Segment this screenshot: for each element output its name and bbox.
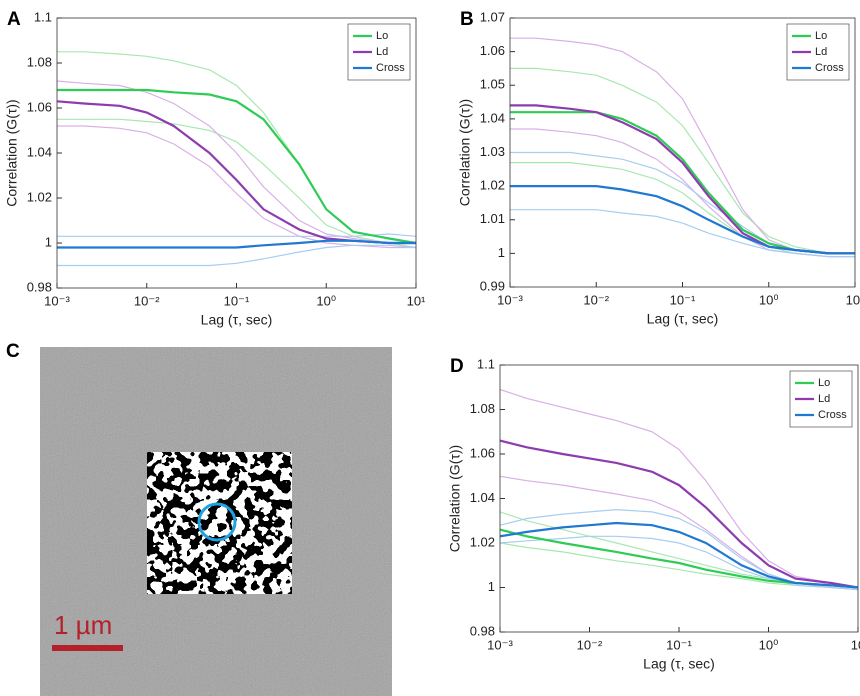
x-axis-label: Lag (τ, sec) (647, 311, 719, 327)
axes-frame (56, 17, 417, 289)
y-tick-label: 1.01 (480, 211, 505, 226)
y-tick-label: 0.99 (480, 278, 505, 293)
y-tick-label: 1.03 (480, 144, 505, 159)
y-tick-label: 0.98 (470, 623, 495, 638)
legend-label: Lo (818, 377, 830, 389)
x-tick-label: 10⁻² (583, 292, 609, 307)
series-line (510, 67, 855, 254)
series-line (57, 80, 416, 244)
legend-label: Ld (376, 46, 388, 58)
y-tick-label: 1.06 (27, 99, 52, 114)
x-tick-label: 10¹ (407, 293, 426, 308)
x-tick-label: 10⁰ (759, 637, 779, 652)
legend-label: Lo (815, 30, 827, 42)
x-tick-label: 10⁰ (759, 292, 779, 307)
x-tick-label: 10⁻¹ (224, 293, 250, 308)
series-line (500, 439, 858, 589)
y-axis-label: Correlation (G(τ)) (457, 99, 473, 206)
domain-pattern (147, 452, 292, 594)
series-line (57, 88, 416, 245)
x-tick-label: 10⁻¹ (666, 637, 692, 652)
legend: Lo Ld Cross (347, 23, 411, 81)
x-tick-label: 10⁻¹ (670, 292, 696, 307)
y-tick-label: 1.1 (477, 356, 495, 371)
y-tick-label: 1.04 (480, 110, 505, 125)
series-line (500, 521, 858, 589)
x-tick-label: 10⁻³ (44, 293, 70, 308)
y-tick-label: 1.08 (27, 54, 52, 69)
y-tick-label: 0.98 (27, 279, 52, 294)
x-axis-label: Lag (τ, sec) (643, 656, 715, 672)
legend-label: Cross (815, 62, 844, 74)
legend: Lo Ld Cross (789, 370, 853, 428)
panel-label: B (460, 9, 474, 30)
series-line (57, 239, 416, 249)
y-tick-label: 1 (498, 245, 505, 260)
series-line (57, 244, 416, 267)
y-tick-label: 1.06 (480, 43, 505, 58)
panel-label: A (7, 9, 21, 30)
legend-label: Lo (376, 30, 388, 42)
y-tick-label: 1.05 (480, 77, 505, 92)
y-tick-label: 1.06 (470, 445, 495, 460)
chart: 0.99 1 1.01 1.02 1.03 1.04 1.05 1.06 1.07 10⁻³ 10⁻… (457, 9, 860, 327)
x-tick-label: 10¹ (846, 292, 860, 307)
legend-label: Cross (818, 409, 847, 421)
chart: 0.98 1 1.02 1.04 1.06 1.08 1.1 10⁻³ 10⁻² 10⁻¹ 10⁰ 1… (4, 9, 426, 328)
y-axis-label: Correlation (G(τ)) (447, 445, 463, 552)
x-tick-label: 10⁻² (577, 637, 603, 652)
y-tick-label: 1.04 (470, 490, 495, 505)
series-line (510, 185, 855, 255)
series-line (510, 209, 855, 258)
y-tick-label: 1.04 (27, 144, 52, 159)
y-tick-label: 1.08 (470, 401, 495, 416)
x-axis-label: Lag (τ, sec) (201, 312, 273, 328)
y-axis-label: Correlation (G(τ)) (4, 99, 20, 206)
series-line (500, 535, 858, 591)
axes-frame (499, 364, 859, 633)
x-tick-label: 10⁰ (316, 293, 336, 308)
legend-label: Cross (376, 62, 405, 74)
x-tick-label: 10 (851, 637, 860, 652)
x-tick-label: 10⁻² (134, 293, 160, 308)
y-tick-label: 1.02 (480, 178, 505, 193)
legend: Lo Ld Cross (786, 23, 850, 81)
y-tick-label: 1.07 (480, 9, 505, 24)
y-tick-label: 1.02 (27, 189, 52, 204)
y-tick-label: 1.02 (470, 534, 495, 549)
legend-label: Ld (818, 393, 830, 405)
axes-frame (509, 17, 856, 288)
panel-label: D (450, 356, 464, 377)
legend-label: Ld (815, 46, 827, 58)
roi-circle (197, 502, 237, 542)
series-line (500, 388, 858, 589)
series-line (57, 233, 416, 237)
y-tick-label: 1 (45, 234, 52, 249)
y-tick-label: 1.1 (34, 9, 52, 24)
chart: 0.98 1 1.02 1.04 1.06 1.08 1.1 10⁻³ 10⁻² 10⁻¹ 10⁰ 1… (447, 356, 860, 672)
panel-label: C (6, 341, 20, 362)
panel-c: 1 µm C (6, 341, 392, 696)
scale-bar-label: 1 µm (54, 610, 112, 640)
x-tick-label: 10⁻³ (487, 637, 513, 652)
y-tick-label: 1 (488, 579, 495, 594)
x-tick-label: 10⁻³ (497, 292, 523, 307)
